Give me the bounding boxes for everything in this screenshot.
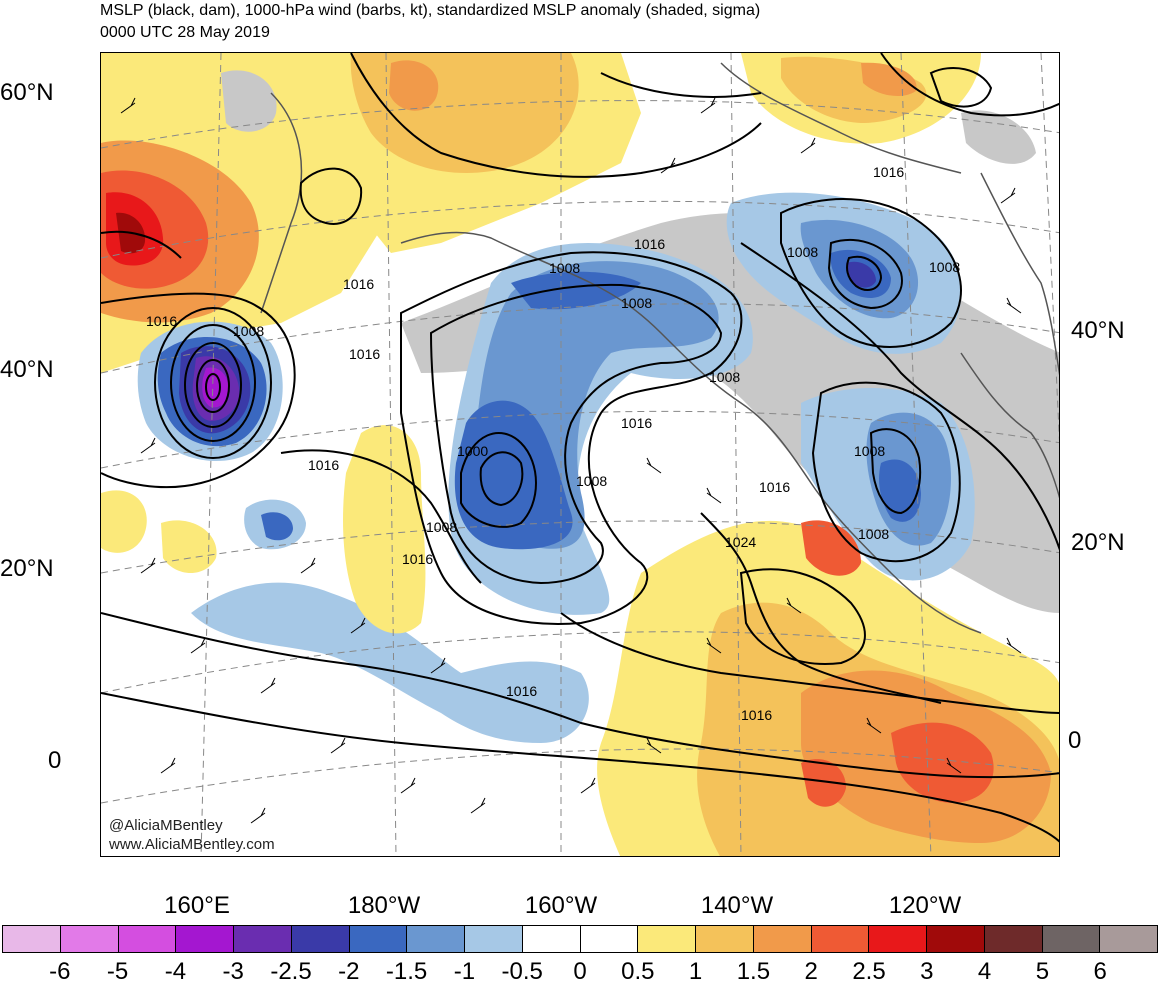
colorbar-tick-label: -2: [338, 958, 360, 985]
colorbar-cell: [522, 926, 581, 952]
colorbar-cell: [869, 926, 927, 952]
isobar-label: 1008: [576, 473, 607, 489]
negative-anomaly-region: [261, 512, 293, 541]
isobar-label: 1016: [506, 683, 537, 699]
wind-barbs: [120, 97, 1022, 824]
isobar-label: 1016: [634, 236, 665, 252]
map-canvas: 1016 1008 1016 1016 1008 1016 1016 1016 …: [101, 53, 1059, 856]
isobar-label: 1008: [426, 519, 457, 535]
colorbar-tick-label: 1: [688, 958, 703, 985]
positive-anomaly-region: [861, 62, 917, 97]
colorbar-cell: [753, 926, 812, 952]
land-mask-region: [961, 110, 1036, 164]
lat-label-0-left: 0: [48, 747, 62, 774]
lon-label-160e: 160°E: [164, 892, 230, 919]
chart-valid-time: 0000 UTC 28 May 2019: [100, 24, 270, 41]
colorbar-cell: [927, 926, 985, 952]
colorbar-tick-label: 0: [573, 958, 587, 985]
isobar-label: 1008: [787, 244, 818, 260]
colorbar-cell: [407, 926, 465, 952]
isobars: [101, 53, 1059, 843]
isobar-label: 1008: [233, 323, 264, 339]
colorbar-tick-label: -1.5: [385, 958, 428, 985]
colorbar-tick-label: -3: [222, 958, 244, 985]
lon-label-160w: 160°W: [524, 892, 598, 919]
colorbar-cell: [984, 926, 1043, 952]
isobar-label: 1016: [621, 415, 652, 431]
isobar-label: 1008: [549, 260, 580, 276]
positive-anomaly-region: [801, 520, 861, 576]
isobar-label: 1008: [709, 369, 740, 385]
colorbar-cell: [118, 926, 177, 952]
colorbar-tick-label: 1.5: [736, 958, 771, 985]
positive-anomaly-region: [891, 722, 994, 803]
colorbar-tick-label: 3: [920, 958, 934, 985]
lat-label-20n-left: 20°N: [0, 555, 54, 582]
isobar-label: 1016: [349, 346, 380, 362]
negative-anomaly-region: [511, 271, 641, 310]
colorbar-cell: [1100, 926, 1157, 952]
negative-anomaly-region: [191, 582, 589, 743]
colorbar-cell: [580, 926, 639, 952]
coastlines: [260, 62, 1059, 634]
isobar-label: 1008: [854, 443, 885, 459]
colorbar-cell: [696, 926, 754, 952]
colorbar-cell: [60, 926, 119, 952]
lon-label-120w: 120°W: [888, 892, 962, 919]
negative-anomaly-region: [846, 261, 876, 288]
colorbar-tick-label: -6: [49, 958, 71, 985]
colorbar-tick-label: 0.5: [621, 958, 655, 985]
lon-label-140w: 140°W: [700, 892, 774, 919]
colorbar-tick-label: 6: [1093, 958, 1107, 985]
colorbar-cell: [3, 926, 61, 952]
colorbar: [2, 925, 1158, 953]
colorbar-tick-label: -2.5: [270, 958, 312, 985]
lat-label-60n-left: 60°N: [0, 79, 54, 106]
credit-handle: @AliciaMBentley: [109, 817, 223, 834]
map-panel: 1016 1008 1016 1016 1008 1016 1016 1016 …: [100, 52, 1060, 857]
colorbar-cell: [349, 926, 408, 952]
colorbar-cell: [234, 926, 292, 952]
lon-label-180w: 180°W: [347, 892, 421, 919]
colorbar-tick-label: -5: [106, 958, 129, 985]
colorbar-tick-label: 2.5: [852, 958, 886, 985]
isobar-label: 1016: [343, 276, 374, 292]
colorbar-cell: [465, 926, 523, 952]
colorbar-tick-label: 2: [804, 958, 818, 985]
credit-website: www.AliciaMBentley.com: [109, 836, 275, 853]
lat-label-0-right: 0: [1068, 727, 1082, 754]
lat-label-40n-left: 40°N: [0, 356, 54, 383]
isobar-label: 1016: [146, 313, 177, 329]
isobar-label: 1008: [858, 526, 889, 542]
chart-title: MSLP (black, dam), 1000-hPa wind (barbs,…: [100, 2, 761, 19]
isobar-label: 1008: [929, 259, 960, 275]
graticule: [101, 53, 1059, 856]
colorbar-cell: [1042, 926, 1101, 952]
land-mask-region: [221, 70, 277, 132]
colorbar-cell: [176, 926, 234, 952]
colorbar-tick-label: -1: [453, 958, 476, 985]
colorbar-cell: [811, 926, 870, 952]
positive-anomaly-region: [801, 759, 846, 807]
positive-anomaly-region: [389, 60, 439, 111]
isobar-labels: 1016 1008 1016 1016 1008 1016 1016 1016 …: [146, 164, 960, 723]
isobar-label: 1016: [759, 479, 790, 495]
isobar-label: 1016: [741, 707, 772, 723]
isobar-label: 1024: [725, 534, 756, 550]
colorbar-tick-label: -4: [164, 958, 187, 985]
colorbar-cell: [638, 926, 696, 952]
positive-anomaly-region: [101, 490, 147, 553]
colorbar-cell: [291, 926, 350, 952]
isobar-label: 1016: [402, 551, 433, 567]
isobar-label: 1008: [621, 295, 652, 311]
positive-anomaly-region: [161, 520, 217, 573]
lat-label-40n-right: 40°N: [1071, 317, 1125, 344]
colorbar-tick-label: 4: [977, 958, 992, 985]
isobar-label: 1000: [457, 443, 488, 459]
isobar-label: 1016: [873, 164, 904, 180]
isobar-label: 1016: [308, 457, 339, 473]
colorbar-tick-label: -0.5: [501, 958, 543, 985]
colorbar-tick-label: 5: [1035, 958, 1050, 985]
lat-label-20n-right: 20°N: [1071, 529, 1125, 556]
